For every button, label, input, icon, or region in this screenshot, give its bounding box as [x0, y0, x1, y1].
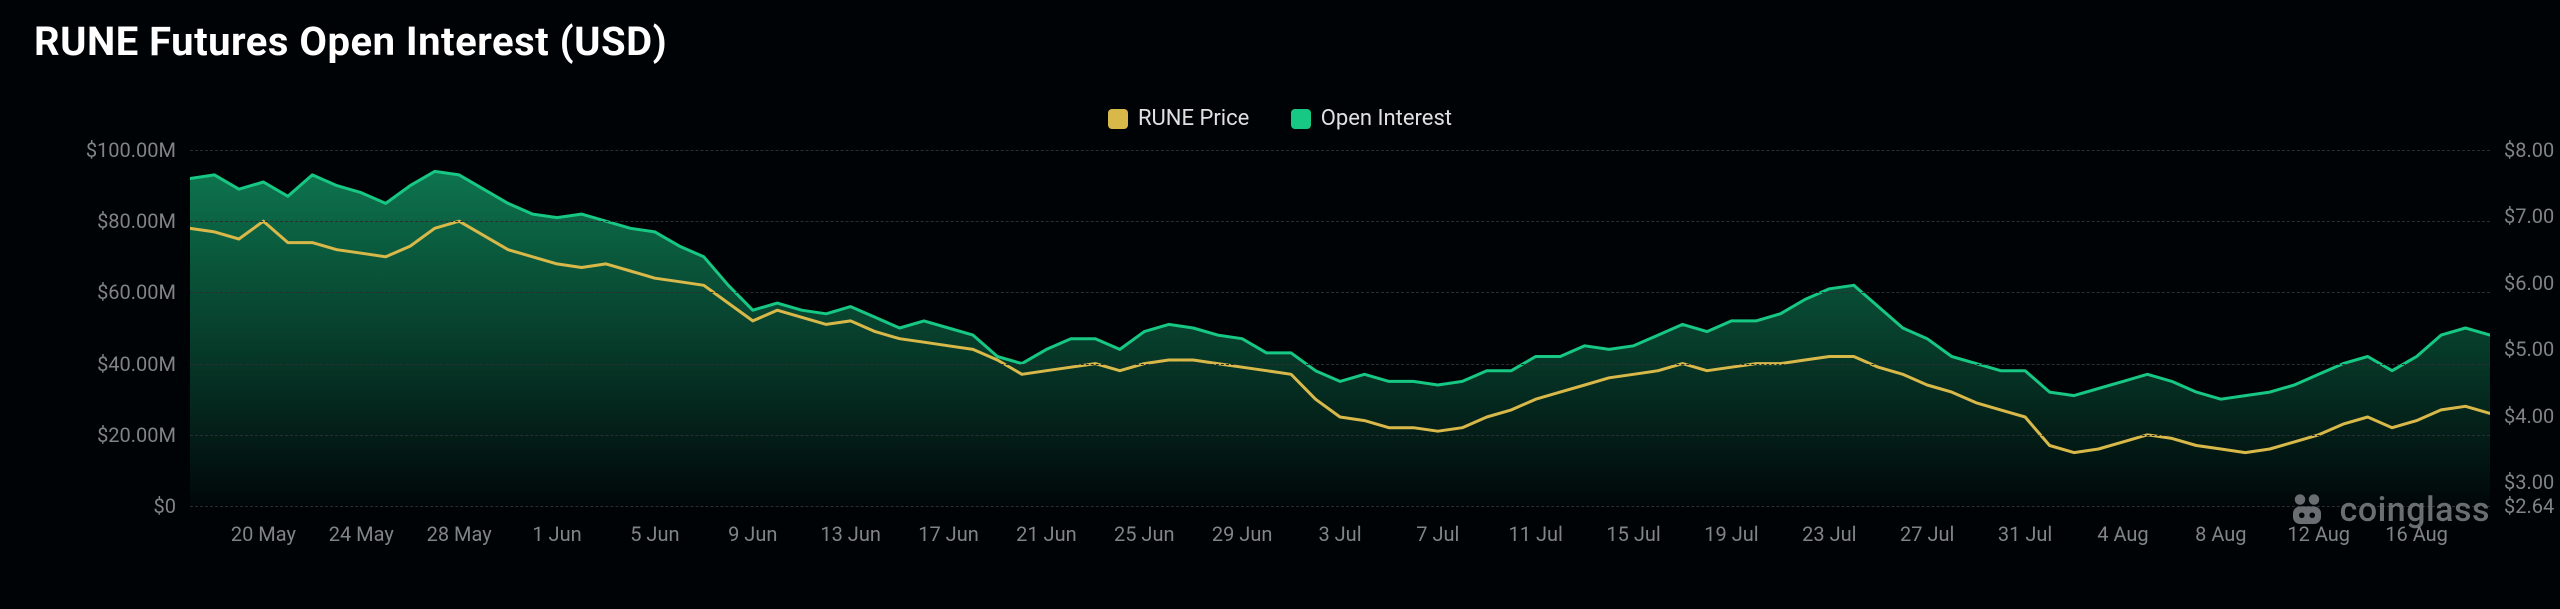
y-right-tick-label: $3.00	[2504, 470, 2554, 494]
y-left-tick-label: $80.00M	[97, 209, 176, 233]
x-tick-label: 17 Jun	[918, 522, 979, 546]
chart-container: RUNE Futures Open Interest (USD) RUNE Pr…	[0, 0, 2560, 609]
x-tick-label: 29 Jun	[1212, 522, 1273, 546]
y-right-tick-label: $6.00	[2504, 271, 2554, 295]
y-right-tick-label: $7.00	[2504, 204, 2554, 228]
x-tick-label: 5 Jun	[630, 522, 679, 546]
legend-item-oi[interactable]: Open Interest	[1291, 106, 1452, 131]
x-tick-label: 28 May	[427, 522, 492, 546]
x-tick-label: 19 Jul	[1704, 522, 1758, 546]
y-left-tick-label: $100.00M	[86, 138, 176, 162]
x-tick-label: 31 Jul	[1998, 522, 2052, 546]
x-tick-label: 13 Jun	[820, 522, 881, 546]
x-tick-label: 27 Jul	[1900, 522, 1954, 546]
x-tick-label: 8 Aug	[2195, 522, 2246, 546]
y-right-tick-label: $5.00	[2504, 337, 2554, 361]
x-tick-label: 21 Jun	[1016, 522, 1077, 546]
legend-swatch-price	[1108, 109, 1128, 129]
x-tick-label: 25 Jun	[1114, 522, 1175, 546]
x-tick-label: 24 May	[329, 522, 394, 546]
y-right-tick-label: $2.64	[2504, 494, 2554, 518]
legend-label-price: RUNE Price	[1138, 106, 1249, 131]
legend-label-oi: Open Interest	[1321, 106, 1452, 131]
legend: RUNE Price Open Interest	[0, 106, 2560, 135]
chart-title: RUNE Futures Open Interest (USD)	[34, 18, 667, 65]
x-tick-label: 12 Aug	[2287, 522, 2350, 546]
x-tick-label: 9 Jun	[728, 522, 777, 546]
y-left-tick-label: $0	[154, 494, 176, 518]
x-tick-label: 4 Aug	[2097, 522, 2148, 546]
y-left-tick-label: $40.00M	[97, 352, 176, 376]
x-tick-label: 15 Jul	[1606, 522, 1660, 546]
x-tick-label: 16 Aug	[2385, 522, 2448, 546]
x-tick-label: 11 Jul	[1509, 522, 1563, 546]
legend-item-price[interactable]: RUNE Price	[1108, 106, 1249, 131]
y-right-tick-label: $8.00	[2504, 138, 2554, 162]
x-tick-label: 7 Jul	[1416, 522, 1459, 546]
legend-swatch-oi	[1291, 109, 1311, 129]
plot-svg	[190, 150, 2490, 506]
x-tick-label: 1 Jun	[532, 522, 581, 546]
y-left-tick-label: $60.00M	[97, 280, 176, 304]
x-tick-label: 20 May	[231, 522, 296, 546]
plot-area[interactable]	[190, 150, 2490, 506]
y-left-tick-label: $20.00M	[97, 423, 176, 447]
x-tick-label: 23 Jul	[1802, 522, 1856, 546]
y-right-tick-label: $4.00	[2504, 404, 2554, 428]
x-tick-label: 3 Jul	[1318, 522, 1361, 546]
